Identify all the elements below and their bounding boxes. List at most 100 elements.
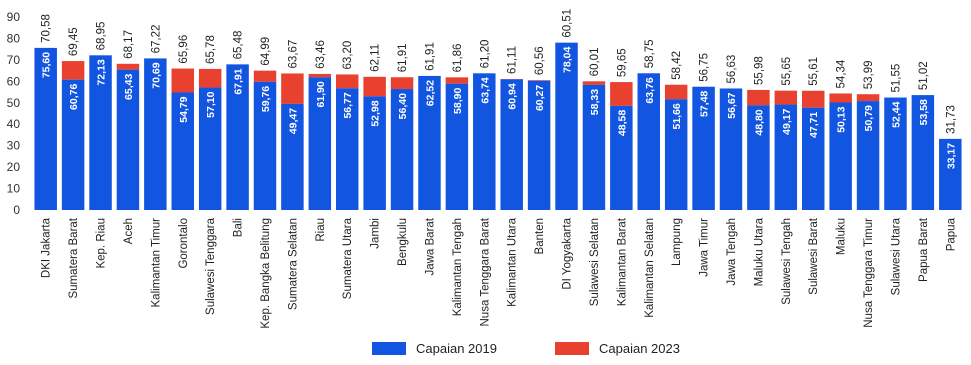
data-label-2023: 64,99	[260, 37, 272, 66]
bar-2023	[308, 73, 332, 78]
bar-2019	[363, 96, 386, 210]
y-tick-label: 60	[7, 74, 21, 88]
data-label-2019: 63,76	[644, 77, 656, 103]
data-label-2019: 54,79	[178, 96, 190, 122]
data-label-2023: 31,73	[945, 105, 957, 134]
x-tick-label: Gorontalo	[178, 218, 190, 269]
bar-2019	[500, 79, 523, 210]
data-label-2023: 58,75	[644, 39, 656, 68]
legend-label-2023: Capaian 2023	[599, 341, 680, 356]
data-label-2019: 33,17	[945, 143, 957, 169]
bar-2019	[61, 79, 85, 210]
data-label-2019: 50,13	[836, 106, 848, 132]
data-label-2019: 72,13	[96, 59, 108, 85]
data-label-2023: 68,95	[96, 22, 108, 51]
data-label-2019: 75,60	[41, 52, 53, 78]
data-label-2019: 57,48	[699, 91, 711, 117]
legend-swatch-2019	[372, 342, 406, 355]
data-label-2019: 49,47	[287, 108, 299, 134]
data-label-2023: 69,45	[68, 27, 80, 56]
x-tick-label: Lampung	[671, 218, 683, 266]
legend-label-2019: Capaian 2019	[416, 341, 497, 356]
bar-2019	[226, 64, 249, 210]
x-tick-label: Jawa Tengah	[726, 218, 738, 286]
x-tick-label: Bali	[233, 218, 245, 237]
bar-2019	[747, 105, 770, 210]
x-tick-label: Riau	[315, 218, 327, 242]
x-tick-label: Papua	[945, 217, 957, 251]
bar-2019	[884, 97, 907, 210]
data-label-2023: 60,56	[534, 46, 546, 75]
x-tick-label: Sulawesi Selatan	[589, 218, 601, 306]
data-label-2019: 61,90	[315, 81, 327, 107]
bar-2023	[281, 73, 304, 104]
bar-2019	[939, 138, 962, 210]
data-label-2023: 55,98	[753, 56, 765, 85]
bar-2019	[390, 89, 414, 210]
y-tick-label: 80	[7, 31, 21, 45]
bar-2023	[253, 70, 277, 82]
x-tick-label: DI Yogyakarta	[562, 217, 574, 289]
bar-2019	[692, 86, 715, 210]
x-tick-label: Nusa Tenggara Timur	[863, 218, 875, 328]
data-label-2023: 56,75	[699, 53, 711, 82]
data-label-2023: 55,65	[781, 57, 793, 86]
bar-2023	[582, 81, 606, 85]
y-tick-label: 90	[7, 10, 21, 24]
data-label-2023: 60,51	[562, 9, 574, 38]
data-label-2019: 58,33	[589, 89, 601, 115]
data-label-2019: 50,79	[863, 105, 875, 131]
data-label-2019: 51,66	[671, 103, 683, 129]
legend-swatch-2023	[555, 342, 589, 355]
bar-2019	[89, 55, 112, 210]
data-label-2019: 56,77	[342, 92, 354, 118]
bar-2023	[664, 84, 688, 100]
x-tick-label: Sumatera Selatan	[287, 218, 299, 310]
y-tick-label: 70	[7, 53, 21, 67]
bar-2019	[473, 73, 496, 210]
bar-2023	[363, 76, 386, 97]
data-label-2023: 61,20	[479, 40, 491, 69]
data-label-2019: 49,17	[781, 108, 793, 134]
data-label-2019: 63,74	[479, 77, 491, 103]
x-tick-label: Kalimantan Utara	[507, 217, 519, 306]
data-label-2023: 54,34	[836, 59, 848, 88]
x-tick-label: Sumatera Utara	[342, 217, 354, 299]
bar-2023	[527, 80, 551, 81]
bar-2023	[829, 93, 852, 103]
bar-2023	[198, 68, 222, 88]
bar-2019	[418, 75, 441, 210]
data-label-2019: 62,52	[424, 80, 436, 106]
data-label-2019: 52,44	[890, 101, 902, 127]
bar-2023	[335, 74, 359, 89]
y-tick-label: 50	[7, 96, 21, 110]
bar-2023	[747, 89, 770, 106]
bar-2019	[116, 69, 140, 211]
bar-2019	[34, 47, 57, 210]
bar-2019	[281, 103, 304, 210]
bar-2019	[144, 58, 167, 210]
bar-chart: 0 10 20 30 40 50 60 70 80 90 75,60 70,58 DKI Jakarta…	[7, 9, 962, 329]
data-label-2023: 61,11	[507, 46, 519, 74]
bar-2019	[664, 99, 688, 210]
bar-2019	[801, 107, 825, 210]
data-label-2023: 61,91	[397, 43, 409, 72]
data-label-2023: 63,20	[342, 41, 354, 70]
data-label-2023: 65,96	[178, 35, 190, 64]
bar-2019	[335, 88, 359, 210]
x-tick-label: Sumatera Barat	[68, 217, 80, 298]
x-tick-label: Bengkulu	[397, 218, 409, 266]
x-tick-label: Sulawesi Tengah	[781, 218, 793, 305]
x-tick-label: Jawa Barat	[424, 217, 436, 275]
bar-2019	[829, 102, 852, 210]
data-label-2019: 78,04	[562, 46, 574, 72]
bar-2019	[308, 77, 332, 211]
data-label-2019: 48,58	[616, 110, 628, 136]
x-tick-label: Nusa Tenggara Barat	[479, 217, 491, 326]
data-label-2019: 56,40	[397, 93, 409, 119]
bar-2019	[637, 73, 661, 210]
data-label-2019: 65,43	[123, 74, 135, 100]
x-tick-label: Banten	[534, 218, 546, 254]
x-tick-label: Sulawesi Utara	[890, 217, 902, 295]
data-label-2019: 53,58	[918, 99, 930, 125]
